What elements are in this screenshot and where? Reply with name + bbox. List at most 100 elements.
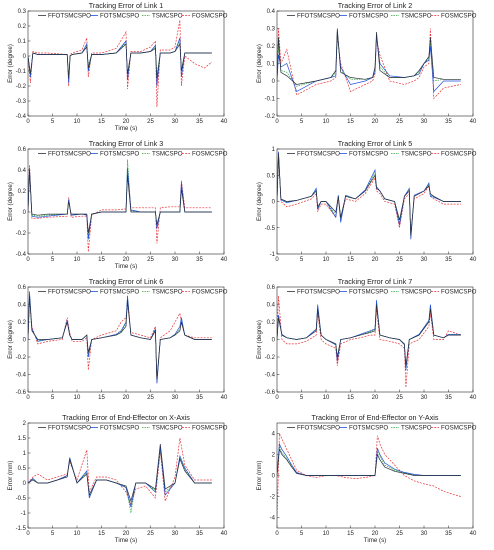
- series-group: [28, 19, 213, 108]
- x-tick-label: 5: [51, 119, 55, 125]
- legend-box: [32, 11, 220, 20]
- x-tick-label: 10: [323, 257, 330, 263]
- legend: FFOTSMCSPO FOTSMCSPO TSMCSPO FOSMCSPO: [281, 149, 477, 158]
- x-tick-label: 10: [323, 531, 330, 537]
- subplot-3: 0 5 10 15 20 25 30 35 40 0.6 0.4 0.2 0 -0.2 -0.4 Tracki…: [7, 139, 228, 270]
- x-tick-label: 35: [196, 257, 203, 263]
- chart-title: Tracking Error of Link 2: [338, 1, 412, 10]
- legend-entry-fotsmcspo: FOTSMCSPO: [349, 13, 388, 20]
- x-tick-label: 0: [275, 395, 279, 401]
- legend-entry-fosmcspo: FOSMCSPO: [441, 13, 477, 20]
- plot-frame: [27, 148, 225, 255]
- y-tick-label: 0.6: [267, 285, 276, 291]
- y-tick-label: 0: [23, 54, 27, 60]
- series-line-fosmcspo: [277, 156, 461, 234]
- x-tick-label: 0: [26, 531, 30, 537]
- x-tick-label: 5: [300, 395, 304, 401]
- legend-entry-fosmcspo: FOSMCSPO: [441, 151, 477, 158]
- x-tick-label: 20: [372, 257, 379, 263]
- x-axis-label: Time (s): [115, 125, 137, 132]
- legend-entry-fosmcspo: FOSMCSPO: [441, 289, 477, 296]
- legend-box: [281, 423, 469, 432]
- legend-entry-tsmcspo: TSMCSPO: [152, 151, 183, 158]
- x-tick-label: 20: [372, 395, 379, 401]
- y-tick-label: -0.2: [16, 231, 27, 237]
- x-tick-label: 35: [196, 531, 203, 537]
- y-tick-label: -0.5: [16, 496, 27, 502]
- y-tick-label: -0.2: [265, 114, 276, 120]
- x-tick-label: 10: [74, 395, 81, 401]
- legend: FFOTSMCSPO FOTSMCSPO TSMCSPO FOSMCSPO: [32, 287, 228, 296]
- y-axis-label: Error (degree): [7, 44, 14, 83]
- legend-entry-fotsmcspo: FOTSMCSPO: [100, 13, 139, 20]
- y-tick-label: 0.2: [267, 44, 276, 50]
- y-tick-label: 0.4: [267, 9, 276, 15]
- series-line-tsmcspo: [277, 302, 461, 368]
- legend-entry-ffotsmcspo: FFOTSMCSPO: [297, 151, 340, 158]
- chart-title: Tracking Error of Link 1: [89, 1, 163, 10]
- x-axis-label: Time (s): [364, 537, 386, 544]
- x-tick-label: 35: [445, 531, 452, 537]
- x-tick-label: 35: [445, 395, 452, 401]
- y-tick-label: 0.5: [267, 173, 276, 179]
- legend-entry-tsmcspo: TSMCSPO: [152, 289, 183, 296]
- x-tick-label: 35: [445, 257, 452, 263]
- x-tick-label: 5: [300, 119, 304, 125]
- subplot-5: 0 5 10 15 20 25 30 35 40 0.6 0.4 0.2 0 -0.2 -0.4 -0.6 Tr…: [7, 277, 228, 401]
- x-tick-label: 15: [347, 119, 354, 125]
- series-group: [277, 433, 461, 523]
- y-tick-label: 0.4: [18, 168, 27, 174]
- x-tick-label: 10: [74, 257, 81, 263]
- subplot-2: 0 5 10 15 20 25 30 35 40 0.4 0.3 0.2 0.1 0 -0.1 -0.2 Tra…: [256, 1, 477, 125]
- y-tick-label: -4: [270, 516, 276, 522]
- x-tick-label: 20: [372, 531, 379, 537]
- y-tick-label: -0.2: [16, 84, 27, 90]
- x-tick-label: 40: [470, 257, 477, 263]
- legend-box: [281, 287, 469, 296]
- y-tick-label: 0: [272, 338, 276, 344]
- y-tick-label: 2: [272, 453, 276, 459]
- y-tick-label: -0.4: [16, 114, 27, 120]
- series-group: [277, 28, 461, 100]
- y-tick-label: -0.4: [16, 373, 27, 379]
- series-group: [277, 295, 461, 388]
- x-tick-label: 30: [421, 257, 428, 263]
- y-axis-label: Error (degree): [7, 320, 14, 359]
- x-tick-label: 25: [396, 119, 403, 125]
- x-tick-label: 25: [147, 257, 154, 263]
- legend-box: [281, 149, 469, 158]
- y-tick-label: 0.3: [267, 27, 276, 33]
- x-tick-label: 35: [445, 119, 452, 125]
- x-tick-label: 15: [347, 531, 354, 537]
- legend-entry-ffotsmcspo: FFOTSMCSPO: [48, 425, 91, 432]
- subplot-1: 0 5 10 15 20 25 30 35 40 0.3 0.2 0.1 0 -0.1 -0.2 -0.3 -0…: [7, 1, 228, 132]
- series-line-ffotsmcspo: [28, 169, 212, 234]
- x-tick-label: 25: [147, 531, 154, 537]
- legend: FFOTSMCSPO FOTSMCSPO TSMCSPO FOSMCSPO: [32, 149, 228, 158]
- legend-entry-ffotsmcspo: FFOTSMCSPO: [48, 13, 91, 20]
- legend-entry-fotsmcspo: FOTSMCSPO: [349, 151, 388, 158]
- x-tick-label: 40: [221, 119, 228, 125]
- chart-title: Tracking Error of Link 5: [338, 139, 412, 148]
- x-tick-label: 15: [347, 395, 354, 401]
- x-axis-label: Time (s): [115, 537, 137, 544]
- y-axis-label: Error (mm): [7, 461, 14, 491]
- legend-entry-tsmcspo: TSMCSPO: [401, 425, 432, 432]
- subplot-7: 0 5 10 15 20 25 30 35 40 2 1.5 1 0.5 0 -0.5 -1 -1.5 Track…: [7, 413, 228, 544]
- x-tick-label: 5: [51, 395, 55, 401]
- x-tick-label: 30: [172, 531, 179, 537]
- legend-box: [281, 11, 469, 20]
- x-tick-label: 0: [275, 257, 279, 263]
- chart-title: Tracking Error of Link 3: [89, 139, 163, 148]
- y-axis-label: Error (degree): [256, 182, 263, 221]
- x-tick-label: 25: [147, 119, 154, 125]
- legend-entry-ffotsmcspo: FFOTSMCSPO: [297, 425, 340, 432]
- y-tick-label: 0.3: [18, 9, 27, 15]
- x-tick-label: 40: [221, 395, 228, 401]
- y-tick-label: 0.1: [18, 39, 27, 45]
- x-tick-label: 15: [98, 531, 105, 537]
- x-tick-label: 30: [172, 119, 179, 125]
- x-tick-label: 35: [196, 395, 203, 401]
- y-tick-label: 0.2: [18, 320, 27, 326]
